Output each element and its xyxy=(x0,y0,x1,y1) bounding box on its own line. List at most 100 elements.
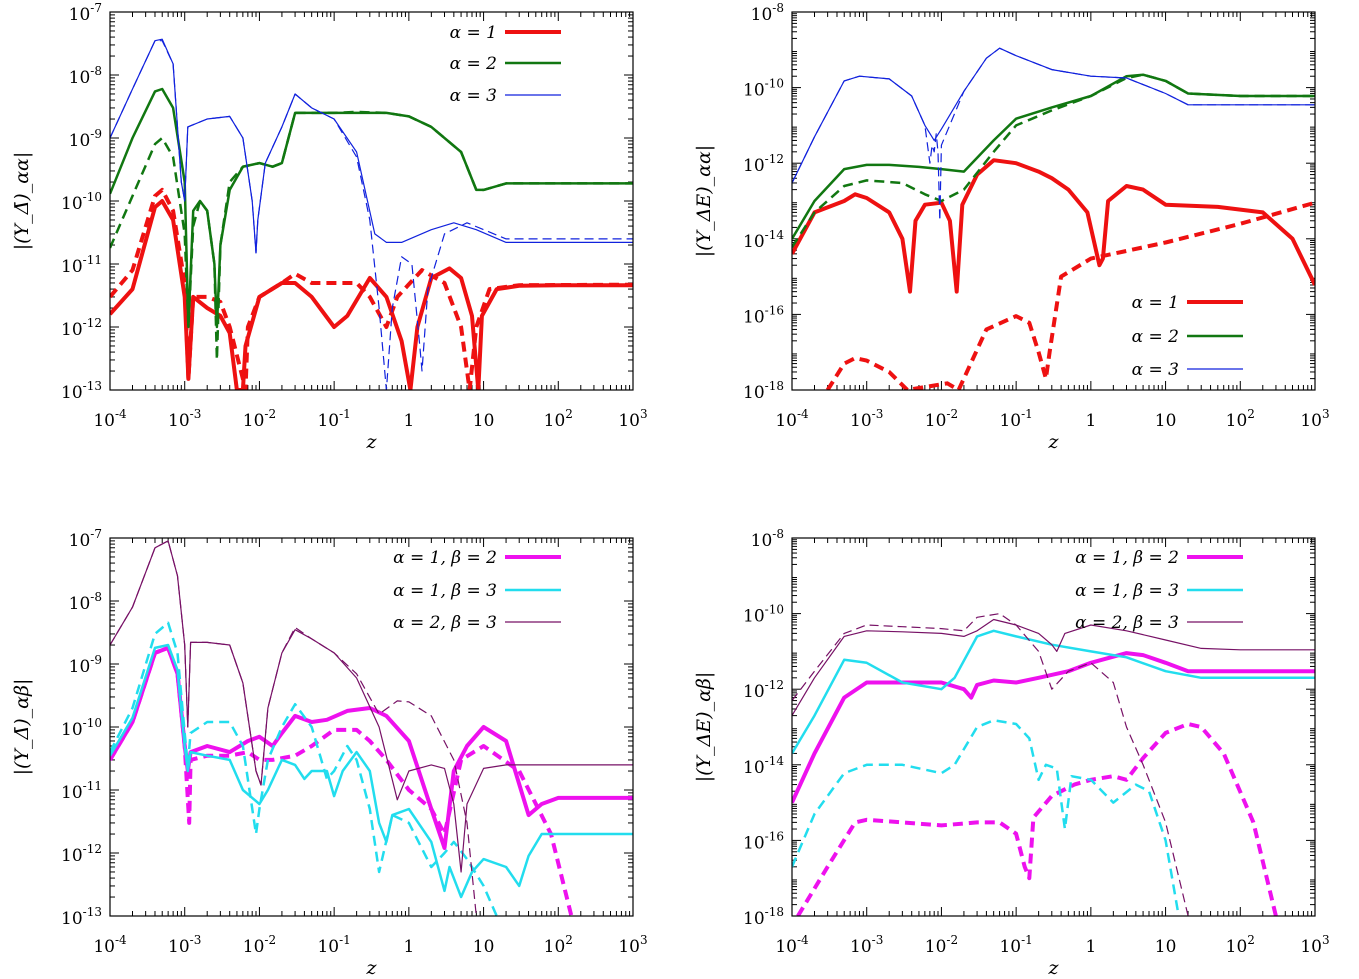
x-tick-label: 103 xyxy=(1300,933,1329,957)
x-axis-label: z xyxy=(1047,431,1059,453)
series-line-a3-solid xyxy=(110,38,633,254)
x-tick-label: 10-4 xyxy=(775,407,809,431)
y-tick-label: 10-12 xyxy=(61,316,102,340)
series-line-a3-dashed xyxy=(110,40,633,390)
legend-label: α = 3 xyxy=(450,86,497,106)
series-line-a12-solid xyxy=(792,651,1315,804)
chart-panel-bottom-left: 10-4 10-3 10-2 10-1 1 10 102 10310-1310-1210-11… xyxy=(11,527,648,979)
legend-label: α = 2, β = 3 xyxy=(1075,613,1179,633)
series-line-a1-solid xyxy=(792,158,1315,294)
y-tick-label: 10-18 xyxy=(743,379,784,403)
y-axis-label: |(Y_ΔE)_αβ| xyxy=(693,672,715,783)
legend-label: α = 2 xyxy=(450,54,497,74)
x-tick-label: 103 xyxy=(618,407,647,431)
x-tick-label: 10-2 xyxy=(925,407,958,431)
x-tick-label: 1 xyxy=(403,937,414,957)
legend-label: α = 1 xyxy=(1132,293,1179,313)
x-tick-label: 10-3 xyxy=(850,407,883,431)
legend-label: α = 1, β = 2 xyxy=(393,548,497,568)
y-tick-label: 10-9 xyxy=(69,127,102,151)
x-tick-label: 1 xyxy=(403,411,414,431)
x-tick-label: 10-3 xyxy=(168,407,201,431)
series-line-a1-dashed xyxy=(825,200,1315,390)
x-tick-label: 10 xyxy=(1155,411,1177,431)
x-tick-label: 10-2 xyxy=(243,407,276,431)
y-tick-label: 10-10 xyxy=(743,77,784,101)
y-tick-label: 10-13 xyxy=(61,905,102,929)
x-tick-label: 10 xyxy=(1155,937,1177,957)
y-tick-label: 10-16 xyxy=(743,303,784,327)
series-group xyxy=(110,540,633,916)
y-tick-label: 10-10 xyxy=(61,190,102,214)
series-group xyxy=(792,613,1315,916)
series-line-a2-solid xyxy=(792,73,1315,240)
y-tick-label: 10-8 xyxy=(69,64,102,88)
x-tick-label: 102 xyxy=(544,407,573,431)
series-line-a2-solid xyxy=(110,87,633,329)
x-tick-label: 10-3 xyxy=(168,933,201,957)
series-line-a13-dashed xyxy=(792,719,1180,916)
y-tick-label: 10-11 xyxy=(61,779,102,803)
x-axis-label: z xyxy=(365,431,377,453)
series-line-a13-solid xyxy=(110,643,633,899)
y-axis-label: |(Y_Δ̄)_αβ| xyxy=(11,679,33,776)
series-line-a12-dashed xyxy=(796,722,1278,916)
series-line-a23-solid xyxy=(792,618,1315,716)
x-tick-label: 103 xyxy=(618,933,647,957)
series-line-a23-dashed xyxy=(110,540,477,916)
x-tick-label: 1 xyxy=(1085,937,1096,957)
chart-panel-top-left: 10-4 10-3 10-2 10-1 1 10 102 10310-1310-1210-11… xyxy=(11,1,648,453)
y-tick-label: 10-12 xyxy=(743,678,784,702)
chart-panel-bottom-right: 10-4 10-3 10-2 10-1 1 10 102 103 10-18 10-16 10-14… xyxy=(693,527,1330,979)
series-line-a23-dashed xyxy=(792,613,1189,916)
y-axis-label: |(Y_ΔE)_αα| xyxy=(693,145,715,257)
y-tick-label: 10-14 xyxy=(743,754,784,778)
legend-label: α = 3 xyxy=(1132,360,1179,380)
x-tick-label: 10 xyxy=(473,937,495,957)
plot-frame xyxy=(109,537,634,917)
y-tick-label: 10-7 xyxy=(69,1,102,25)
y-tick-label: 10-10 xyxy=(743,603,784,627)
ticks xyxy=(791,537,1316,917)
plot-frame xyxy=(109,11,634,391)
y-axis-label: |(Y_Δ̄)_αα| xyxy=(11,152,33,251)
y-tick-label: 10-7 xyxy=(69,527,102,551)
x-tick-label: 10-2 xyxy=(925,933,958,957)
x-tick-label: 10-4 xyxy=(775,933,809,957)
x-tick-label: 103 xyxy=(1300,407,1329,431)
x-axis-label: z xyxy=(365,957,377,979)
ticks xyxy=(109,11,634,391)
y-tick-label: 10-11 xyxy=(61,253,102,277)
series-line-a13-solid xyxy=(792,629,1315,755)
plot-frame xyxy=(791,11,1316,391)
series-line-a13-dashed xyxy=(110,621,498,916)
x-tick-label: 1 xyxy=(1085,411,1096,431)
y-tick-label: 10-8 xyxy=(751,527,784,551)
x-tick-label: 102 xyxy=(1226,933,1255,957)
y-tick-label: 10-12 xyxy=(743,152,784,176)
y-tick-label: 10-12 xyxy=(61,842,102,866)
x-tick-label: 10-1 xyxy=(999,407,1032,431)
x-tick-label: 102 xyxy=(544,933,573,957)
y-tick-label: 10-14 xyxy=(743,228,784,252)
legend: α = 1 α = 2 α = 3 xyxy=(450,23,561,106)
legend-label: α = 1, β = 2 xyxy=(1075,548,1179,568)
series-group xyxy=(792,47,1315,390)
x-tick-label: 10-1 xyxy=(317,933,350,957)
ticks xyxy=(109,537,634,917)
x-tick-label: 102 xyxy=(1226,407,1255,431)
legend: α = 1, β = 2 α = 1, β = 3 α = 2, β = 3 xyxy=(1075,548,1243,633)
series-line-a2-dashed xyxy=(110,110,633,362)
legend-label: α = 1 xyxy=(450,23,497,43)
legend-label: α = 1, β = 3 xyxy=(393,581,497,601)
x-tick-label: 10-3 xyxy=(850,933,883,957)
series-line-a3-dashed xyxy=(792,47,1315,222)
x-tick-label: 10-2 xyxy=(243,933,276,957)
legend-label: α = 2 xyxy=(1132,327,1179,347)
x-tick-label: 10-1 xyxy=(999,933,1032,957)
chart-panel-top-right: 10-4 10-3 10-2 10-1 1 10 102 103 10-18 10-16 10-14… xyxy=(693,1,1330,453)
series-line-a1-dashed xyxy=(110,187,633,390)
x-tick-label: 10-4 xyxy=(93,407,127,431)
y-tick-label: 10-8 xyxy=(69,590,102,614)
